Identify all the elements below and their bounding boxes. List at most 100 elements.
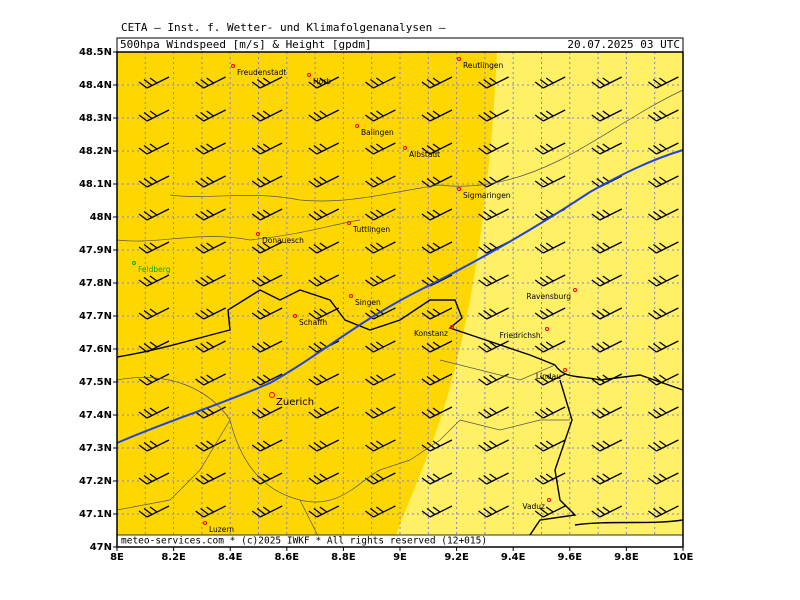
wind-barb — [365, 340, 396, 353]
city-marker — [269, 392, 275, 398]
city-label: Zuerich — [276, 397, 314, 408]
wind-barb — [138, 241, 170, 254]
wind-barb — [308, 142, 340, 155]
city-marker — [457, 57, 461, 61]
wind-barb — [365, 208, 396, 221]
wind-barb — [421, 142, 453, 155]
wind-barb — [308, 76, 340, 89]
wind-barb — [308, 505, 340, 518]
lon-tick-label: 10E — [673, 552, 694, 563]
wind-barb — [365, 472, 396, 485]
wind-barb — [478, 175, 509, 188]
wind-barb — [648, 340, 679, 353]
lat-tick-label: 47.1N — [79, 509, 112, 520]
lat-tick-label: 47.9N — [79, 245, 112, 256]
city-label: Konstanz — [414, 329, 448, 338]
wind-barb — [365, 406, 396, 419]
lat-tick-label: 47.6N — [79, 344, 112, 355]
city-label: Albstadt — [409, 150, 440, 159]
wind-barb — [251, 175, 283, 188]
wind-barb — [534, 472, 566, 485]
city-label: Reutlingen — [463, 61, 503, 70]
city-marker — [307, 73, 311, 77]
lat-tick-label: 48.4N — [79, 80, 112, 91]
wind-barb — [195, 109, 226, 122]
city-marker — [450, 325, 454, 329]
lon-tick-label: 9.4E — [501, 552, 526, 563]
wind-barb — [421, 307, 453, 320]
lat-tick-label: 47.2N — [79, 476, 112, 487]
wind-barb — [308, 208, 340, 221]
wind-barb — [195, 307, 226, 320]
wind-barb — [195, 142, 226, 155]
wind-barb — [308, 109, 340, 122]
city-marker — [349, 294, 353, 298]
wind-barb — [195, 505, 226, 518]
wind-barb — [138, 505, 170, 518]
city-marker — [457, 187, 461, 191]
wind-barb — [251, 505, 283, 518]
wind-barb — [421, 406, 453, 419]
plot-area: Freudenstadt Horb Reutlingen Balingen Albsta… — [116, 51, 684, 548]
wind-barb — [534, 241, 566, 254]
field-dark — [117, 52, 497, 547]
city-label: Feldberg — [138, 265, 171, 274]
border — [599, 374, 684, 391]
wind-barb — [534, 76, 566, 89]
wind-barb — [591, 406, 623, 419]
wind-barb — [591, 109, 623, 122]
lat-tick-label: 47.8N — [79, 278, 112, 289]
city-label: Friedrichsh. — [500, 331, 543, 340]
wind-barb — [591, 307, 623, 320]
wind-barb — [251, 274, 283, 287]
wind-barb — [421, 274, 453, 287]
wind-barb — [591, 505, 623, 518]
wind-barb — [478, 208, 509, 221]
wind-barb — [138, 439, 170, 452]
wind-barb — [534, 274, 566, 287]
wind-barb — [308, 472, 340, 485]
lat-tick-label: 48N — [90, 212, 112, 223]
city-marker — [256, 232, 260, 236]
lon-tick-label: 8.2E — [161, 552, 186, 563]
wind-barb — [478, 439, 509, 452]
wind-barb — [534, 439, 566, 452]
map-title: 500hpa Windspeed [m/s] & Height [gpdm] — [120, 38, 372, 51]
wind-barb — [478, 373, 509, 386]
wind-barb — [648, 439, 679, 452]
wind-barb — [534, 109, 566, 122]
wind-barb — [478, 76, 509, 89]
city-marker — [563, 368, 567, 372]
wind-barb — [308, 274, 340, 287]
wind-barb — [195, 76, 226, 89]
wind-barb — [138, 472, 170, 485]
lon-tick-label: 9E — [393, 552, 407, 563]
lat-tick-label: 47.3N — [79, 443, 112, 454]
wind-barb — [251, 406, 283, 419]
wind-barb — [591, 241, 623, 254]
wind-barb — [308, 175, 340, 188]
wind-barb — [195, 241, 226, 254]
wind-barb — [138, 76, 170, 89]
lon-tick-label: 8.4E — [218, 552, 243, 563]
city-label: Schaffh — [299, 318, 327, 327]
wind-barb — [138, 406, 170, 419]
wind-barb — [251, 142, 283, 155]
border — [116, 289, 601, 381]
lat-tick-label: 48.3N — [79, 113, 112, 124]
wind-barb — [138, 373, 170, 386]
wind-barb — [648, 175, 679, 188]
wind-barb — [365, 109, 396, 122]
city-label: Ravensburg — [526, 292, 571, 301]
wind-barb — [421, 76, 453, 89]
height-contour — [116, 149, 684, 444]
lat-tick-label: 47N — [90, 542, 112, 553]
wind-barb — [648, 307, 679, 320]
city-marker — [355, 124, 359, 128]
lon-tick-label: 9.6E — [558, 552, 583, 563]
wind-barb — [591, 373, 623, 386]
wind-barb — [365, 175, 396, 188]
city-label: Freudenstadt — [237, 68, 286, 77]
wind-barb — [138, 340, 170, 353]
